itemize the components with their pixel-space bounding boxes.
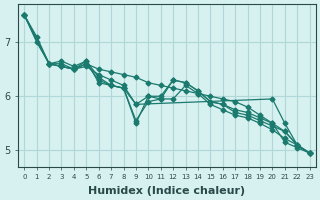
X-axis label: Humidex (Indice chaleur): Humidex (Indice chaleur) (88, 186, 245, 196)
